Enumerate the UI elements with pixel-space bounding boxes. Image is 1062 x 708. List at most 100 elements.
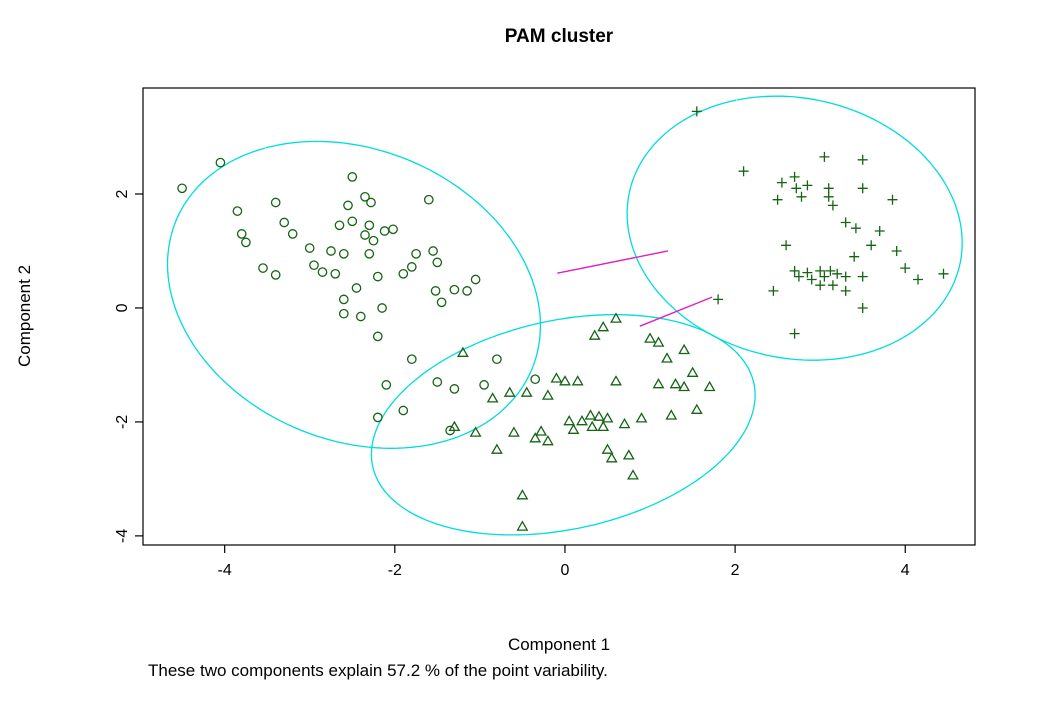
data-point-triangle	[678, 343, 691, 355]
data-point-plus	[840, 271, 851, 282]
data-point-plus	[857, 154, 868, 165]
data-point-triangle	[622, 449, 635, 460]
data-point-circle	[423, 194, 434, 205]
data-point-plus	[691, 106, 702, 117]
data-point-circle	[449, 284, 460, 295]
data-point-circle	[364, 248, 375, 259]
data-point-plus	[840, 217, 851, 228]
data-point-triangle	[520, 386, 533, 397]
data-point-plus	[866, 240, 877, 251]
x-tick-label: -4	[218, 562, 232, 579]
data-point-circle	[406, 354, 417, 365]
y-axis-label: Component 2	[15, 265, 34, 367]
x-tick-label: -2	[388, 562, 402, 579]
data-point-circle	[270, 270, 281, 280]
data-point-circle	[258, 263, 268, 273]
data-point-triangle	[567, 423, 580, 434]
data-point-plus	[781, 240, 792, 251]
data-point-triangle	[597, 420, 610, 432]
data-point-circle	[364, 220, 375, 231]
plot-area: -4 -2 0 2 4 -4 -2 0 2	[114, 87, 976, 579]
data-point-triangle	[503, 386, 516, 397]
cluster-link-2	[639, 296, 713, 327]
data-point-plus	[938, 268, 949, 279]
data-point-circle	[351, 283, 362, 293]
data-point-plus	[789, 328, 800, 339]
data-point-circle	[372, 331, 383, 342]
data-point-circle	[406, 262, 417, 272]
data-point-circle	[304, 243, 315, 253]
data-point-triangle	[610, 375, 622, 386]
y-tick-label: 0	[114, 303, 131, 312]
data-point-triangle	[678, 380, 691, 392]
data-point-circle	[287, 229, 298, 239]
data-point-circle	[388, 224, 398, 235]
data-point-circle	[368, 235, 379, 246]
x-tick-label: 4	[901, 562, 910, 579]
data-point-triangle	[605, 452, 618, 463]
cluster-2-points	[448, 312, 716, 531]
data-point-triangle	[490, 443, 503, 454]
data-point-triangle	[661, 352, 673, 363]
data-point-circle	[530, 374, 541, 385]
data-point-plus	[789, 171, 800, 182]
data-point-triangle	[535, 425, 548, 436]
x-tick-label: 0	[561, 562, 570, 579]
data-point-circle	[381, 380, 392, 390]
cluster-link-1	[557, 250, 669, 274]
data-point-circle	[430, 286, 441, 296]
data-point-triangle	[576, 414, 588, 426]
data-point-triangle	[507, 426, 520, 437]
data-point-circle	[355, 311, 366, 322]
data-point-circle	[309, 260, 319, 271]
data-point-circle	[241, 237, 251, 248]
data-point-plus	[900, 263, 911, 274]
data-point-triangle	[529, 432, 542, 443]
data-point-triangle	[652, 377, 665, 389]
data-point-triangle	[448, 420, 461, 432]
data-point-circle	[360, 191, 370, 202]
data-point-triangle	[601, 412, 614, 423]
data-point-plus	[768, 285, 779, 296]
data-point-plus	[857, 271, 868, 282]
data-point-triangle	[456, 346, 469, 357]
data-point-plus	[772, 194, 783, 205]
data-point-circle	[317, 267, 328, 277]
data-point-triangle	[486, 392, 499, 403]
data-point-plus	[738, 166, 749, 177]
data-point-circle	[470, 274, 481, 285]
data-point-plus	[802, 180, 813, 191]
data-point-triangle	[516, 489, 529, 500]
data-point-plus	[850, 223, 861, 234]
data-point-plus	[840, 285, 851, 296]
data-point-circle	[372, 412, 383, 423]
data-point-circle	[347, 216, 358, 227]
data-point-circle	[428, 246, 438, 256]
data-point-triangle	[541, 434, 554, 446]
data-point-triangle	[703, 380, 716, 392]
data-point-plus	[823, 191, 834, 202]
data-point-triangle	[635, 412, 648, 423]
data-point-triangle	[644, 332, 656, 343]
data-point-circle	[449, 384, 460, 394]
cluster-2-ellipse	[370, 313, 756, 536]
data-point-triangle	[610, 312, 622, 323]
data-point-circle	[398, 405, 409, 416]
data-point-plus	[713, 294, 724, 305]
data-point-triangle	[516, 520, 529, 531]
data-point-plus	[802, 267, 813, 278]
data-point-triangle	[541, 389, 554, 400]
chart-title: PAM cluster	[505, 26, 614, 47]
data-point-circle	[377, 303, 387, 313]
data-point-triangle	[550, 372, 563, 383]
data-point-circle	[372, 271, 383, 282]
data-point-plus	[819, 271, 830, 282]
data-point-circle	[215, 157, 226, 168]
data-point-plus	[887, 194, 898, 205]
cluster-3-points	[691, 106, 949, 339]
data-point-circle	[334, 220, 345, 231]
data-point-plus	[857, 183, 868, 194]
data-point-circle	[462, 286, 472, 296]
data-point-triangle	[618, 417, 631, 429]
